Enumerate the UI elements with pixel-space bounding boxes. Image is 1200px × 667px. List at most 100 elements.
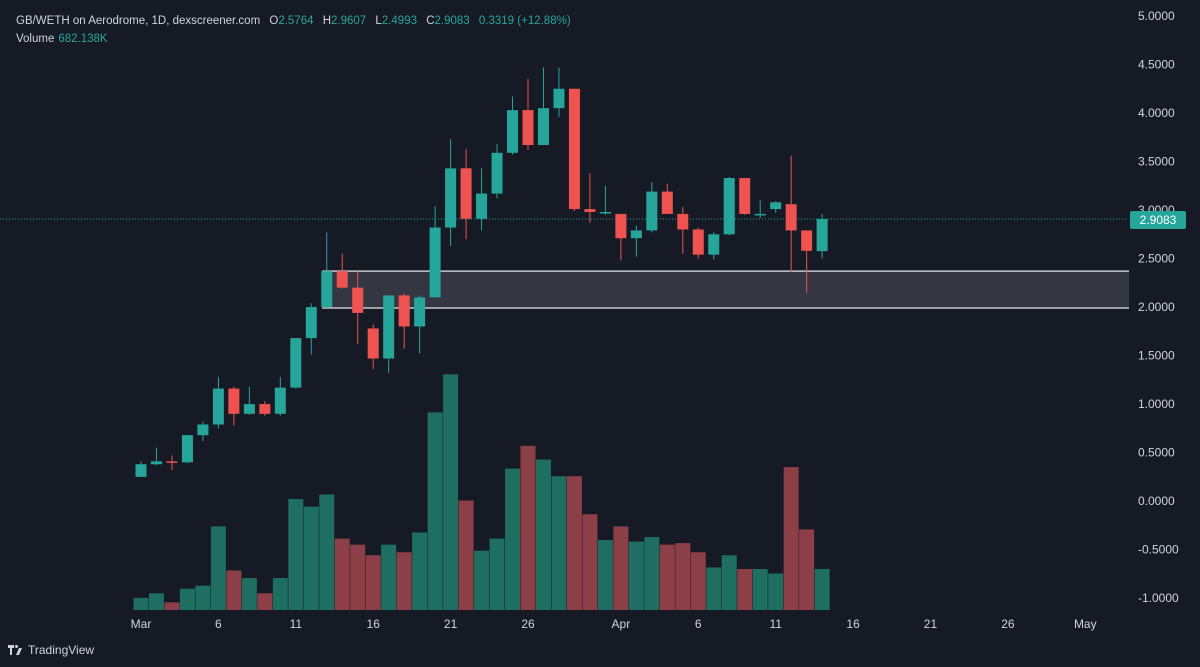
time-axis[interactable]: Mar 6 11 16 21 26 Apr 6 11 16 21 26 May (131, 617, 1097, 631)
x-tick-label: May (1074, 617, 1097, 631)
volume-bar (799, 529, 815, 610)
volume-bar (458, 500, 474, 610)
candle-body (801, 230, 813, 251)
y-tick-label: 1.0000 (1138, 397, 1175, 411)
x-tick-label: 11 (769, 617, 782, 631)
close-value: 2.9083 (434, 15, 470, 27)
candlesticks (135, 67, 828, 477)
candle (739, 178, 751, 215)
candle-body (646, 191, 658, 231)
x-tick-label: 16 (846, 617, 860, 631)
volume-bar (288, 499, 304, 610)
volume-bar (721, 555, 737, 610)
candle (476, 168, 488, 231)
candle (259, 401, 271, 416)
candle (460, 148, 472, 240)
volume-bar (195, 585, 211, 610)
x-tick-label: 16 (367, 617, 381, 631)
volume-bar (783, 467, 799, 610)
tradingview-icon (8, 645, 22, 655)
candle (445, 139, 457, 246)
volume-bar (303, 506, 319, 610)
candle-body (584, 209, 596, 212)
candle (491, 144, 503, 199)
volume-bar (210, 526, 226, 610)
candle-body (522, 110, 534, 146)
volume-bar (752, 568, 768, 610)
candle-body (816, 218, 828, 252)
candle (568, 88, 580, 212)
volume-bar (644, 537, 660, 610)
volume-bar (597, 540, 613, 610)
tradingview-wordmark: TradingView (28, 643, 95, 657)
volume-bar (350, 544, 366, 610)
candle (414, 295, 426, 354)
candle (429, 206, 441, 298)
x-tick-label: 11 (290, 617, 303, 631)
y-tick-label: 2.0000 (1138, 300, 1175, 314)
candle (305, 303, 317, 355)
candle-body (785, 204, 797, 231)
x-tick-label: 26 (1001, 617, 1015, 631)
candle-body (460, 168, 472, 219)
candle (507, 96, 519, 155)
candle-body (321, 271, 333, 308)
volume-bar (396, 552, 412, 610)
volume-bars (133, 374, 830, 610)
candle (243, 386, 255, 415)
candle (677, 207, 689, 254)
candle (181, 435, 193, 464)
candle-body (398, 295, 410, 327)
candle-body (197, 424, 209, 436)
tradingview-logo[interactable]: TradingView (8, 643, 94, 657)
candle-body (150, 461, 162, 465)
volume-value: 682.138K (58, 33, 108, 45)
last-price-tag: 2.9083 (1130, 211, 1186, 229)
candle (646, 181, 658, 233)
volume-bar (737, 568, 753, 610)
candle-body (243, 404, 255, 414)
zone-fill (322, 271, 1129, 309)
candle-body (445, 168, 457, 228)
volume-bar (613, 526, 629, 610)
volume-bar (535, 459, 551, 610)
volume-bar (505, 468, 521, 610)
volume-bar (706, 567, 722, 610)
candle (584, 173, 596, 223)
candle (770, 201, 782, 213)
candle (599, 185, 611, 215)
volume-bar (272, 578, 288, 610)
volume-bar (628, 541, 644, 610)
candle (135, 461, 147, 477)
volume-bar (164, 602, 180, 610)
ohlc-row: GB/WETH on Aerodrome, 1D, dexscreener.co… (16, 12, 571, 30)
volume-bar (381, 544, 397, 610)
volume-bar (133, 597, 149, 610)
volume-bar (148, 593, 164, 610)
open-value: 2.5764 (278, 15, 314, 27)
y-tick-label: -0.5000 (1138, 543, 1179, 557)
price-axis[interactable]: 5.00004.50004.00003.50003.00002.50002.00… (1138, 9, 1179, 605)
candle (522, 79, 534, 150)
candle (367, 324, 379, 370)
candle (290, 338, 302, 389)
candle-body (352, 287, 364, 313)
candle-body (181, 435, 193, 463)
candle-body (290, 338, 302, 388)
volume-bar (520, 445, 536, 610)
candle-body (383, 295, 395, 359)
candle (661, 183, 673, 214)
volume-bar (257, 593, 273, 610)
support-zone-rectangle[interactable] (322, 270, 1129, 309)
volume-bar (690, 552, 706, 610)
candle (321, 232, 333, 309)
x-tick-label: Apr (612, 617, 631, 631)
candle-body (274, 387, 286, 414)
candle (816, 213, 828, 259)
candle (537, 67, 549, 146)
x-tick-label: Mar (131, 617, 152, 631)
volume-bar (365, 555, 381, 610)
candle (723, 177, 735, 236)
low-value: 2.4993 (381, 15, 417, 27)
